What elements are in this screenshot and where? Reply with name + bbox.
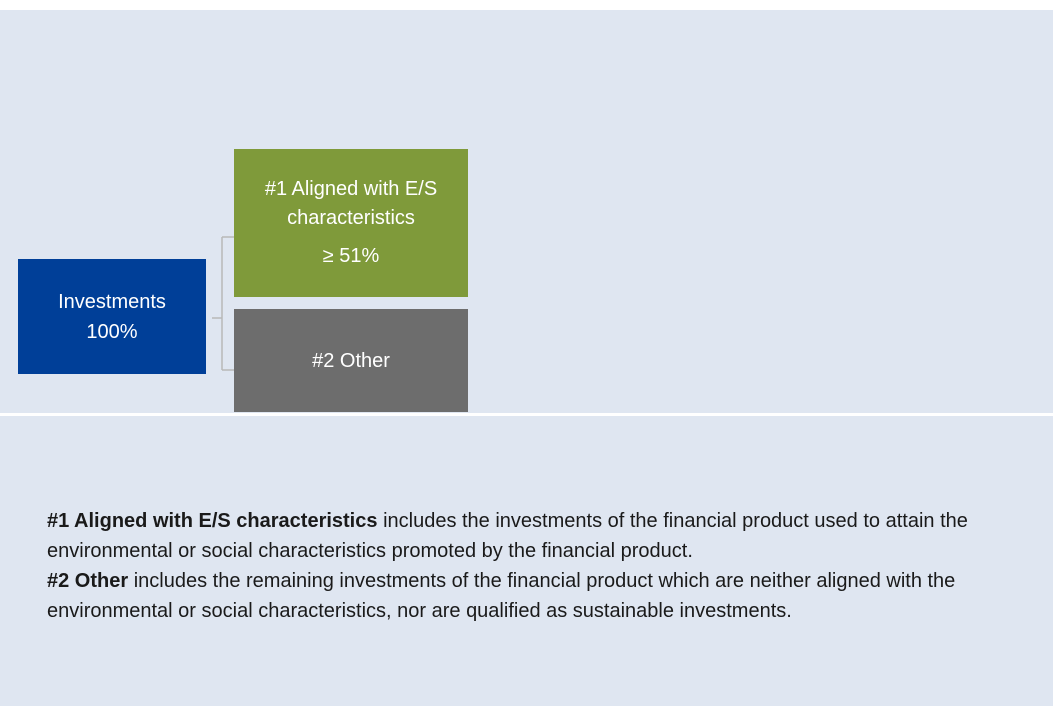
branch-box: #1 Aligned with E/S characteristics ≥ 51… — [234, 149, 468, 297]
root-box: Investments 100% — [18, 259, 206, 374]
root-share: 100% — [86, 320, 138, 343]
root-label: Investments — [58, 290, 166, 313]
branch-label: #1 Aligned with E/S characteristics — [264, 178, 438, 229]
note-text: includes the remaining investments of th… — [47, 570, 956, 622]
note-text: includes the investments of the financia… — [47, 510, 968, 562]
branch-share: ≥ 51% — [322, 245, 380, 267]
branch-box: #2 Other — [234, 309, 468, 412]
note: #2 Other includes the remaining investme… — [47, 566, 1017, 626]
branch-label: #2 Other — [312, 349, 390, 372]
notes-panel — [0, 416, 1053, 706]
note: #1 Aligned with E/S characteristics incl… — [47, 506, 1017, 566]
note-term: #2 Other — [47, 570, 129, 592]
notes: #1 Aligned with E/S characteristics incl… — [47, 506, 1017, 626]
note-term: #1 Aligned with E/S characteristics — [47, 510, 378, 532]
